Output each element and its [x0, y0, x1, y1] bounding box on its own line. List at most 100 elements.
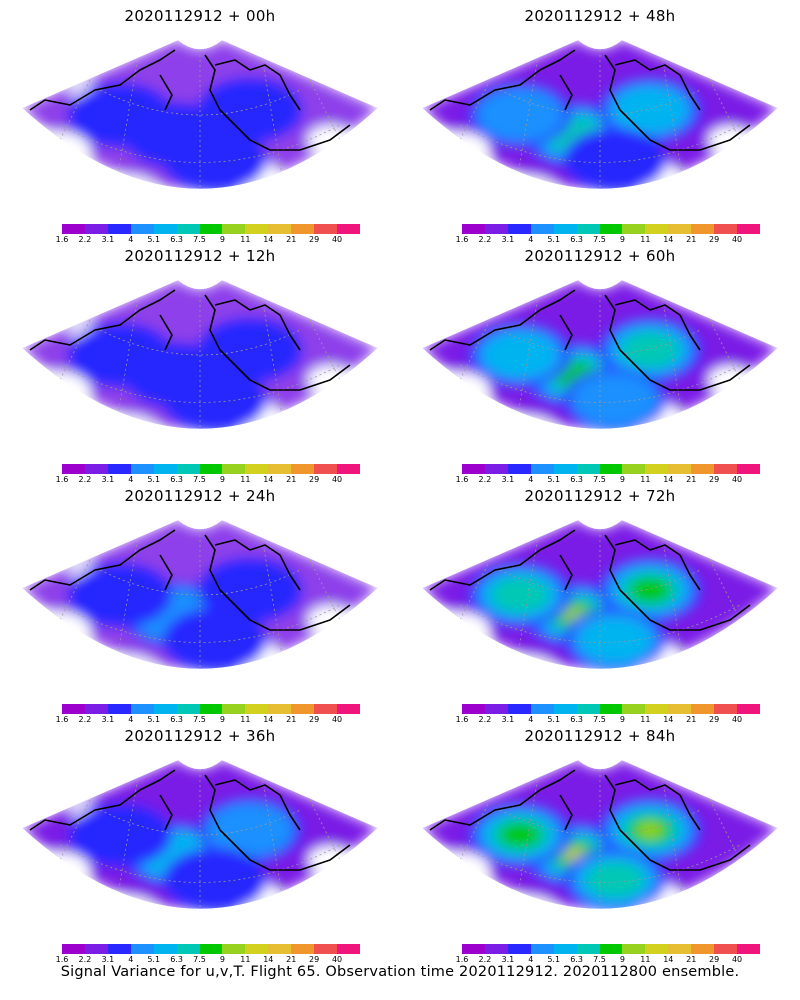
- colorbar-swatch: [245, 464, 269, 474]
- colorbar-tick-label: 1.6: [55, 715, 69, 724]
- colorbar-swatch: [576, 704, 600, 714]
- colorbar-tick-label: 5.1: [547, 715, 561, 724]
- colorbar-tick-label: 14: [663, 475, 674, 484]
- colorbar-swatch: [645, 944, 669, 954]
- colorbar-swatch: [691, 464, 715, 474]
- colorbar-tick-label: 11: [640, 475, 651, 484]
- colorbar-tick-label: 2.2: [478, 715, 492, 724]
- colorbar-swatch: [714, 464, 738, 474]
- colorbar-swatch: [130, 944, 154, 954]
- colorbar: [62, 464, 360, 474]
- colorbar-swatch: [668, 944, 692, 954]
- colorbar-swatch: [107, 224, 131, 234]
- colorbar-tick-label: 3.1: [501, 475, 515, 484]
- colorbar-tick-label: 3.1: [101, 715, 115, 724]
- colorbar-tick-label: 7.5: [193, 235, 206, 244]
- colorbar-swatch: [507, 224, 531, 234]
- colorbar: [62, 224, 360, 234]
- colorbar-tick-label: 7.5: [593, 235, 606, 244]
- colorbar-swatch: [314, 224, 338, 234]
- colorbar-tick-label: 7.5: [593, 955, 606, 964]
- colorbar-swatch: [576, 224, 600, 234]
- colorbar: [62, 944, 360, 954]
- colorbar-tick-label: 5.1: [547, 955, 561, 964]
- colorbar-swatch: [462, 704, 485, 714]
- colorbar-tick-label: 6.3: [570, 955, 583, 964]
- colorbar-tick-label: 7.5: [193, 715, 206, 724]
- colorbar-tick-label: 21: [286, 955, 297, 964]
- colorbar-swatch: [668, 704, 692, 714]
- colorbar-swatch: [199, 464, 223, 474]
- colorbar-swatch: [153, 224, 177, 234]
- colorbar-swatch: [84, 704, 108, 714]
- colorbar-swatch: [176, 224, 200, 234]
- colorbar-swatch: [153, 464, 177, 474]
- colorbar-swatch: [314, 464, 338, 474]
- colorbar-swatch: [737, 224, 760, 234]
- colorbar-tick-label: 40: [331, 235, 343, 244]
- colorbar-swatch: [199, 704, 223, 714]
- colorbar-tick-label: 1.6: [455, 715, 469, 724]
- colorbar: [462, 224, 760, 234]
- colorbar-swatch: [484, 944, 508, 954]
- colorbar-tick-label: 2.2: [478, 235, 492, 244]
- colorbar-tick-label: 40: [331, 955, 343, 964]
- colorbar-tick-label: 21: [686, 955, 697, 964]
- colorbar-tick-label: 4: [128, 715, 134, 724]
- colorbar-swatch: [737, 704, 760, 714]
- colorbar-labels: 1.6 2.2 3.1 4 5.1 6.3 7.5 9 11 14 21 29 40: [455, 475, 765, 485]
- colorbar-tick-label: 2.2: [78, 715, 92, 724]
- colorbar-tick-label: 21: [286, 715, 297, 724]
- colorbar-swatch: [507, 704, 531, 714]
- colorbar-swatch: [507, 464, 531, 474]
- colorbar-tick-label: 5.1: [147, 235, 161, 244]
- colorbar-swatch: [222, 224, 246, 234]
- colorbar-swatch: [599, 224, 623, 234]
- colorbar-swatch: [199, 224, 223, 234]
- map-panel: 2020112912 + 72h 1.6 2.2 3.1 4 5.1 6.3 7.5 9 11 14…: [400, 480, 800, 724]
- colorbar-tick-label: 9: [619, 235, 625, 244]
- forecast-map: [21, 759, 379, 910]
- colorbar-swatch: [130, 704, 154, 714]
- colorbar-swatch: [507, 944, 531, 954]
- colorbar-tick-label: 7.5: [193, 955, 206, 964]
- colorbar-swatch: [599, 464, 623, 474]
- colorbar-swatch: [576, 464, 600, 474]
- colorbar-swatch: [176, 464, 200, 474]
- colorbar-labels: 1.6 2.2 3.1 4 5.1 6.3 7.5 9 11 14 21 29 40: [55, 955, 365, 965]
- colorbar-tick-label: 40: [331, 475, 343, 484]
- panel-title: 2020112912 + 48h: [524, 7, 676, 25]
- colorbar-tick-label: 6.3: [570, 715, 583, 724]
- colorbar-swatch: [622, 464, 646, 474]
- colorbar-tick-label: 14: [263, 715, 274, 724]
- colorbar-tick-label: 11: [240, 955, 251, 964]
- colorbar-swatch: [645, 464, 669, 474]
- map-panel: 2020112912 + 36h 1.6 2.2 3.1 4 5.1 6.3 7.5 9 11 14…: [0, 720, 400, 964]
- colorbar-swatch: [691, 224, 715, 234]
- colorbar-labels: 1.6 2.2 3.1 4 5.1 6.3 7.5 9 11 14 21 29 40: [55, 475, 365, 485]
- colorbar: [462, 944, 760, 954]
- colorbar-tick-label: 2.2: [78, 475, 92, 484]
- colorbar-swatch: [268, 944, 292, 954]
- colorbar-swatch: [337, 704, 360, 714]
- panel-title: 2020112912 + 84h: [524, 727, 676, 745]
- forecast-map: [421, 39, 779, 190]
- map-panel: 2020112912 + 12h 1.6 2.2 3.1 4 5.1 6.3 7.5 9 11 14…: [0, 240, 400, 484]
- colorbar: [62, 704, 360, 714]
- colorbar-tick-label: 21: [686, 475, 697, 484]
- colorbar-tick-label: 6.3: [170, 235, 183, 244]
- colorbar-tick-label: 5.1: [147, 715, 161, 724]
- colorbar-swatch: [484, 464, 508, 474]
- colorbar-tick-label: 29: [709, 955, 720, 964]
- colorbar-swatch: [576, 944, 600, 954]
- colorbar-tick-label: 4: [128, 235, 134, 244]
- colorbar-swatch: [645, 704, 669, 714]
- colorbar: [462, 464, 760, 474]
- colorbar-tick-label: 29: [309, 475, 320, 484]
- colorbar-labels: 1.6 2.2 3.1 4 5.1 6.3 7.5 9 11 14 21 29 40: [55, 715, 365, 725]
- colorbar-tick-label: 14: [263, 235, 274, 244]
- colorbar-tick-label: 3.1: [101, 955, 115, 964]
- colorbar-labels: 1.6 2.2 3.1 4 5.1 6.3 7.5 9 11 14 21 29 40: [455, 715, 765, 725]
- colorbar-tick-label: 14: [263, 955, 274, 964]
- colorbar-swatch: [268, 704, 292, 714]
